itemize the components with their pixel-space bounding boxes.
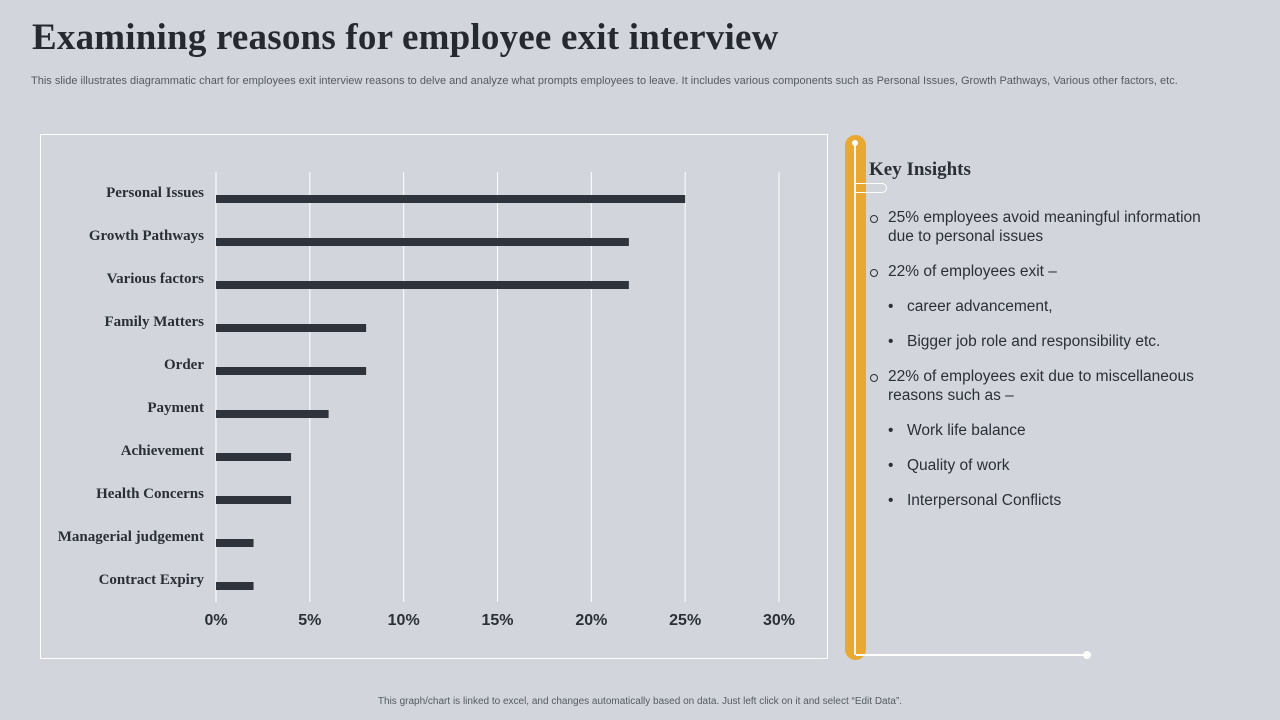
bar[interactable] — [216, 410, 329, 418]
bar[interactable] — [216, 496, 292, 504]
insight-subitem: Work life balance — [868, 421, 1228, 440]
footer-note: This graph/chart is linked to excel, and… — [377, 696, 903, 707]
insight-item: 25% employees avoid meaningful informati… — [868, 208, 1228, 246]
x-tick-label: 20% — [575, 612, 607, 629]
bar[interactable] — [216, 582, 254, 590]
x-tick-label: 0% — [204, 612, 227, 629]
category-label: Personal Issues — [106, 185, 204, 201]
bar-chart[interactable]: 0% 5% 10% 15% 20% 25% 30% Personal Issues Growth… — [41, 135, 829, 660]
page-title: Examining reasons for employee exit inte… — [32, 17, 779, 58]
insight-item: 22% of employees exit – — [868, 262, 1228, 281]
insight-subitem: Bigger job role and responsibility etc. — [868, 332, 1228, 351]
insights-accent-bar — [845, 135, 866, 660]
category-label: Order — [164, 357, 204, 373]
bar[interactable] — [216, 281, 629, 289]
x-tick-label: 15% — [481, 612, 513, 629]
page-subtitle: This slide illustrates diagrammatic char… — [31, 75, 1178, 87]
category-label: Contract Expiry — [99, 572, 205, 588]
title-connector — [856, 183, 887, 193]
bar[interactable] — [216, 195, 686, 203]
insight-subitem: Quality of work — [868, 456, 1228, 475]
x-tick-label: 25% — [669, 612, 701, 629]
x-tick-label: 10% — [388, 612, 420, 629]
chart-frame[interactable]: 0% 5% 10% 15% 20% 25% 30% Personal Issues Growth… — [40, 134, 828, 659]
insights-title: Key Insights — [869, 159, 971, 180]
x-tick-label: 5% — [298, 612, 321, 629]
bar[interactable] — [216, 367, 367, 375]
insight-subitem: career advancement, — [868, 297, 1228, 316]
category-label: Family Matters — [104, 314, 204, 330]
bar[interactable] — [216, 238, 629, 246]
category-label: Various factors — [107, 271, 205, 287]
bottom-connector-line — [856, 654, 1086, 656]
category-label: Achievement — [121, 443, 204, 459]
category-label: Health Concerns — [96, 486, 204, 502]
bottom-connector-dot — [1083, 651, 1091, 659]
bar[interactable] — [216, 453, 292, 461]
x-tick-label: 30% — [763, 612, 795, 629]
insight-subitem: Interpersonal Conflicts — [868, 491, 1228, 510]
insights-list: 25% employees avoid meaningful informati… — [868, 208, 1228, 526]
category-label: Payment — [147, 400, 204, 416]
bar[interactable] — [216, 539, 254, 547]
bar[interactable] — [216, 324, 367, 332]
accent-inner-line — [854, 145, 856, 655]
insight-item: 22% of employees exit due to miscellaneo… — [868, 367, 1228, 405]
category-label: Growth Pathways — [89, 228, 204, 244]
accent-top-dot — [852, 140, 858, 146]
category-label: Managerial judgement — [58, 529, 204, 545]
